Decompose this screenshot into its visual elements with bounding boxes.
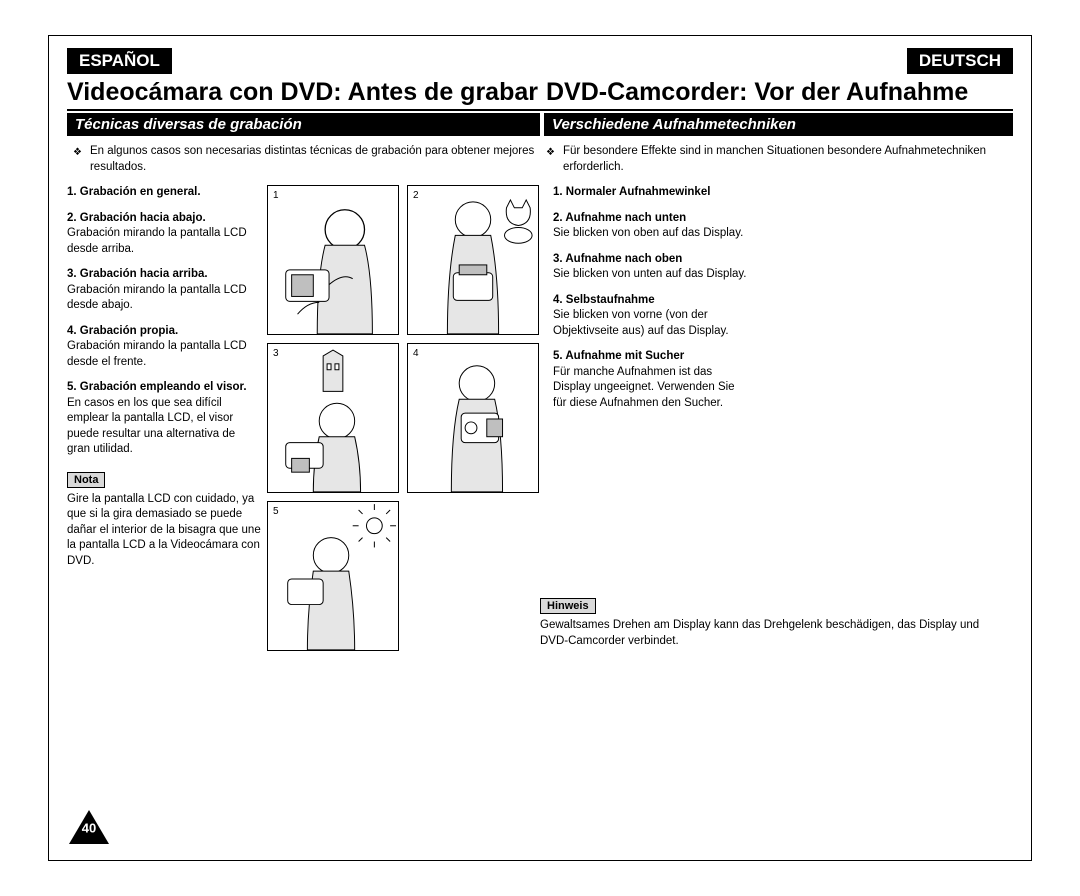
illustration-3: 3: [267, 343, 399, 493]
illu-number: 3: [273, 348, 279, 359]
de-techniques: 1. Normaler Aufnahmewinkel 2. Aufnahme n…: [553, 185, 747, 411]
de-item: 3. Aufnahme nach obenSie blicken von unt…: [553, 252, 747, 283]
illu-number: 1: [273, 190, 279, 201]
de-item-head: 2. Aufnahme nach unten: [553, 211, 747, 227]
lang-de: DEUTSCH: [907, 48, 1013, 74]
illu-number: 2: [413, 190, 419, 201]
subtitle-es: Técnicas diversas de grabación: [67, 113, 540, 136]
es-item: 5. Grabación empleando el visor.En casos…: [67, 380, 261, 458]
de-item-body: Sie blicken von oben auf das Display.: [553, 226, 747, 242]
de-item-body: Sie blicken von vorne (von der Objektivs…: [553, 308, 747, 339]
subtitles-row: Técnicas diversas de grabación Verschied…: [67, 113, 1013, 136]
language-labels: ESPAÑOL DEUTSCH: [67, 48, 1013, 74]
page-frame: ESPAÑOL DEUTSCH Videocámara con DVD: Ant…: [48, 35, 1032, 861]
title-es: Videocámara con DVD: Antes de grabar: [67, 76, 540, 109]
content-row: 1. Grabación en general. 2. Grabación ha…: [67, 185, 1013, 651]
lang-es: ESPAÑOL: [67, 48, 172, 74]
titles-row: Videocámara con DVD: Antes de grabar DVD…: [67, 76, 1013, 111]
camcorder-up-icon: [268, 344, 398, 492]
illu-number: 5: [273, 506, 279, 517]
es-item-head: 2. Grabación hacia abajo.: [67, 211, 261, 227]
intro-de-text: Für besondere Effekte sind in manchen Si…: [563, 144, 1013, 175]
de-item-head: 4. Selbstaufnahme: [553, 293, 747, 309]
de-item: 5. Aufnahme mit SucherFür manche Aufnahm…: [553, 349, 747, 411]
es-item: 3. Grabación hacia arriba.Grabación mira…: [67, 267, 261, 314]
de-item-body: Sie blicken von unten auf das Display.: [553, 267, 747, 283]
subtitle-de: Verschiedene Aufnahmetechniken: [540, 113, 1013, 136]
camcorder-viewfinder-icon: [268, 502, 398, 650]
camcorder-self-icon: [408, 344, 538, 492]
es-techniques: 1. Grabación en general. 2. Grabación ha…: [67, 185, 261, 458]
intro-es: ❖ En algunos casos son necesarias distin…: [67, 144, 540, 175]
es-item-head: 5. Grabación empleando el visor.: [67, 380, 261, 396]
illustration-2: 2: [407, 185, 539, 335]
es-item-body: Grabación mirando la pantalla LCD desde …: [67, 339, 261, 370]
de-item-head: 5. Aufnahme mit Sucher: [553, 349, 747, 365]
es-item-body: En casos en los que sea difícil emplear …: [67, 396, 261, 458]
page-number: 40: [82, 821, 96, 836]
es-item-head: 1. Grabación en general.: [67, 185, 261, 201]
bullet-icon: ❖: [546, 144, 555, 175]
illu-number: 4: [413, 348, 419, 359]
es-item: 2. Grabación hacia abajo.Grabación miran…: [67, 211, 261, 258]
illustration-4: 4: [407, 343, 539, 493]
de-item: 1. Normaler Aufnahmewinkel: [553, 185, 747, 201]
de-item-head: 1. Normaler Aufnahmewinkel: [553, 185, 747, 201]
bullet-icon: ❖: [73, 144, 82, 175]
de-note-column: [747, 185, 1013, 651]
de-item-head: 3. Aufnahme nach oben: [553, 252, 747, 268]
de-column: 1. Normaler Aufnahmewinkel 2. Aufnahme n…: [547, 185, 747, 651]
note-chip: Hinweis: [540, 598, 596, 614]
de-note-text: Gewaltsames Drehen am Display kann das D…: [540, 618, 1000, 649]
es-item: 4. Grabación propia.Grabación mirando la…: [67, 324, 261, 371]
illustration-5: 5: [267, 501, 399, 651]
de-note: Hinweis Gewaltsames Drehen am Display ka…: [540, 596, 1000, 649]
illustration-1: 1: [267, 185, 399, 335]
de-item-body: Für manche Aufnahmen ist das Display ung…: [553, 365, 747, 412]
es-column: 1. Grabación en general. 2. Grabación ha…: [67, 185, 267, 651]
es-item-head: 4. Grabación propia.: [67, 324, 261, 340]
camcorder-down-icon: [408, 186, 538, 334]
es-item-head: 3. Grabación hacia arriba.: [67, 267, 261, 283]
es-item-body: Grabación mirando la pantalla LCD desde …: [67, 283, 261, 314]
camcorder-general-icon: [268, 186, 398, 334]
de-item: 4. SelbstaufnahmeSie blicken von vorne (…: [553, 293, 747, 340]
es-item-body: Grabación mirando la pantalla LCD desde …: [67, 226, 261, 257]
page-number-badge: 40: [67, 808, 111, 846]
title-de: DVD-Camcorder: Vor der Aufnahme: [540, 76, 1013, 109]
intro-de: ❖ Für besondere Effekte sind in manchen …: [540, 144, 1013, 175]
intro-es-text: En algunos casos son necesarias distinta…: [90, 144, 540, 175]
de-item: 2. Aufnahme nach untenSie blicken von ob…: [553, 211, 747, 242]
es-note: Nota Gire la pantalla LCD con cuidado, y…: [67, 472, 261, 570]
es-note-text: Gire la pantalla LCD con cuidado, ya que…: [67, 492, 261, 570]
illustration-grid: 1 2: [267, 185, 547, 651]
es-item: 1. Grabación en general.: [67, 185, 261, 201]
note-chip: Nota: [67, 472, 105, 488]
